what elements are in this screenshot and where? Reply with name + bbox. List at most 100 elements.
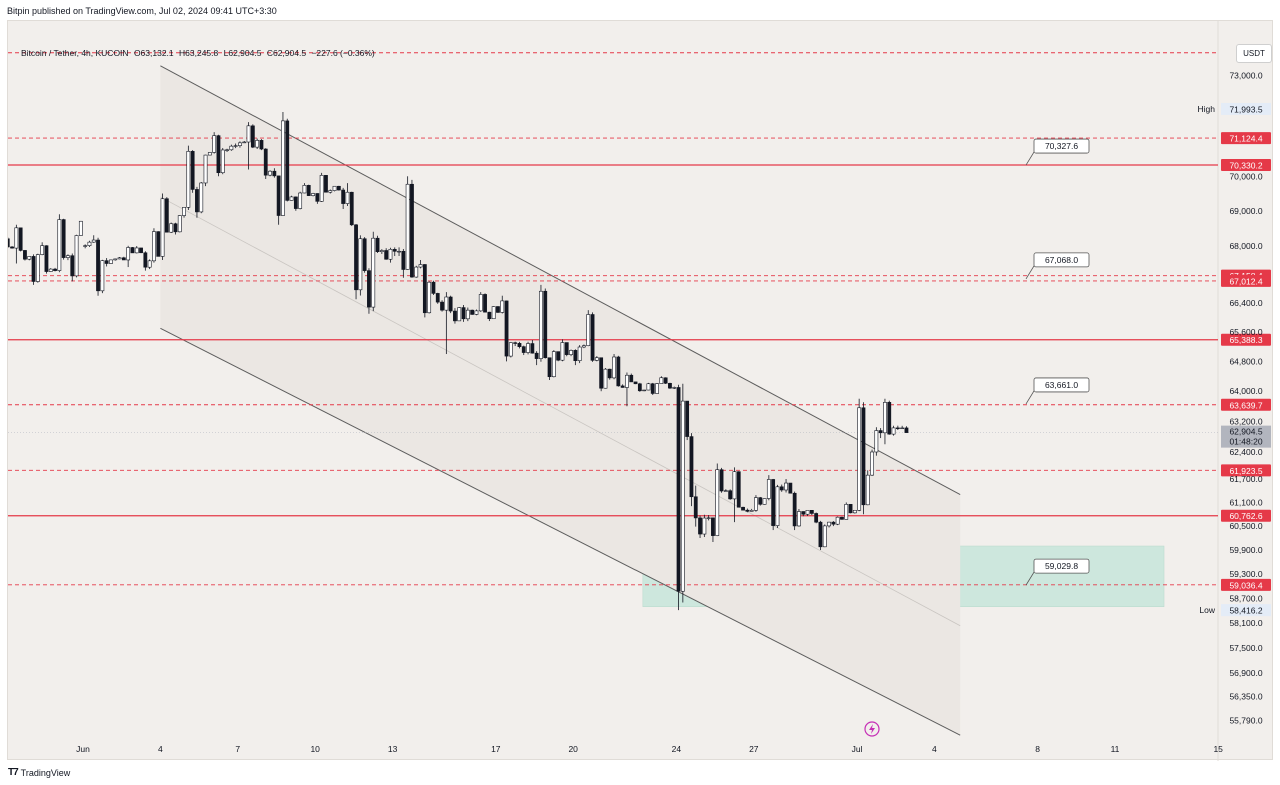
current-price-value: 62,904.5	[1229, 427, 1262, 437]
candle-body	[461, 307, 466, 320]
candle-body	[57, 219, 62, 271]
candle-body	[104, 260, 109, 264]
candle-body	[689, 436, 694, 498]
candle-body	[547, 357, 552, 378]
candle-body	[259, 140, 264, 150]
candle-body	[736, 471, 741, 508]
candle-body	[263, 148, 268, 176]
price-chart[interactable]: 71,124.470,330.267,158.467,012.465,388.3…	[8, 21, 1274, 761]
candle-body	[31, 256, 36, 282]
candle-body	[332, 185, 337, 191]
level-price-label: 65,388.3	[1229, 335, 1262, 345]
tradingview-logo[interactable]: T7 TradingView	[8, 767, 70, 778]
candle-body	[754, 497, 758, 511]
y-tick-label: 62,400.0	[1229, 447, 1262, 457]
candle-body	[749, 510, 754, 512]
candle-body	[706, 517, 711, 519]
candle-body	[633, 381, 638, 385]
callout-box	[1033, 138, 1090, 154]
candle-body	[40, 245, 45, 255]
candle-body	[715, 469, 720, 536]
symbol-name[interactable]: Bitcoin / Tether, 4h, KUCOIN	[21, 48, 129, 58]
y-tick-label: 64,800.0	[1229, 356, 1262, 366]
candle-body	[255, 140, 260, 148]
level-price-tag	[1221, 274, 1271, 287]
candle-body	[268, 170, 272, 176]
candle-body	[655, 383, 659, 394]
candle-body	[272, 170, 277, 177]
channel-fill	[160, 65, 961, 736]
candle-body	[508, 342, 513, 357]
tradingview-brand: TradingView	[20, 767, 71, 778]
y-tick-label: 57,500.0	[1229, 643, 1262, 653]
y-tick-label: 58,100.0	[1229, 618, 1262, 628]
candle-body	[414, 266, 419, 278]
tradingview-mark-icon: T7	[8, 767, 19, 778]
candle-body	[861, 407, 866, 506]
candle-body	[315, 193, 320, 202]
x-tick-label: 4	[158, 744, 163, 754]
candle-body	[74, 235, 79, 277]
candle-body	[100, 260, 105, 292]
candle-body	[229, 145, 234, 151]
y-tick-label: 59,300.0	[1229, 569, 1262, 579]
level-price-label: 63,639.7	[1229, 400, 1262, 410]
chart-pane[interactable]: 71,124.470,330.267,158.467,012.465,388.3…	[7, 20, 1274, 761]
candle-body	[91, 239, 96, 243]
candle-body	[835, 516, 840, 525]
y-tick-label: 70,000.0	[1229, 171, 1262, 181]
candle-body	[453, 310, 457, 322]
symbol-info-bar: Bitcoin / Tether, 4h, KUCOIN O63,132.1 H…	[21, 48, 378, 58]
candle-body	[242, 141, 247, 144]
lightning-bolt	[869, 724, 875, 734]
x-tick-label: 13	[388, 744, 398, 754]
candle-body	[35, 254, 40, 282]
candle-body	[809, 510, 814, 514]
candle-body	[551, 351, 556, 378]
candle-body	[61, 219, 66, 258]
candle-body	[44, 245, 49, 272]
candle-body	[324, 175, 328, 193]
x-tick-label: 7	[235, 744, 240, 754]
candle-body	[891, 427, 896, 435]
candle-body	[513, 342, 518, 344]
callout-label: 59,029.8	[1045, 561, 1078, 571]
candle-body	[285, 120, 290, 201]
candle-body	[186, 151, 191, 208]
ohlc-change: −227.6 (−0.36%)	[311, 48, 375, 58]
ohlc-low: L62,904.5	[223, 48, 262, 58]
candle-body	[603, 368, 608, 389]
candle-body	[818, 521, 823, 548]
y-tick-label: 68,000.0	[1229, 241, 1262, 251]
publish-caption: Bitpin published on TradingView.com, Jul…	[7, 6, 277, 16]
y-tick-label: 61,100.0	[1229, 497, 1262, 507]
candle-body	[698, 517, 702, 535]
y-tick-label: 56,350.0	[1229, 692, 1262, 702]
candle-body	[250, 125, 255, 148]
ohlc-close: C62,904.5	[266, 48, 307, 58]
candle-body	[801, 511, 806, 515]
level-price-tag	[1221, 398, 1271, 411]
level-price-tag	[1221, 132, 1271, 145]
callout-pointer	[1025, 151, 1040, 166]
candle-body	[590, 314, 595, 361]
candle-body	[319, 175, 324, 202]
candle-body	[496, 306, 500, 313]
candle-body	[530, 343, 535, 354]
level-price-label: 71,124.4	[1229, 134, 1262, 144]
candle-body	[564, 342, 569, 355]
candle-body	[126, 247, 131, 261]
candle-body	[517, 343, 522, 347]
y-tick-label: 61,700.0	[1229, 474, 1262, 484]
candle-body	[582, 345, 586, 348]
low-marker-value: 58,416.2	[1229, 606, 1262, 616]
x-tick-label: 27	[749, 744, 759, 754]
candle-body	[8, 238, 10, 248]
candle-body	[392, 249, 397, 252]
candle-body	[23, 250, 27, 260]
currency-button[interactable]: USDT	[1236, 44, 1272, 63]
candle-body	[814, 513, 819, 523]
level-price-tag	[1221, 158, 1271, 171]
ohlc-open: O63,132.1	[133, 48, 174, 58]
candle-body	[422, 264, 427, 314]
